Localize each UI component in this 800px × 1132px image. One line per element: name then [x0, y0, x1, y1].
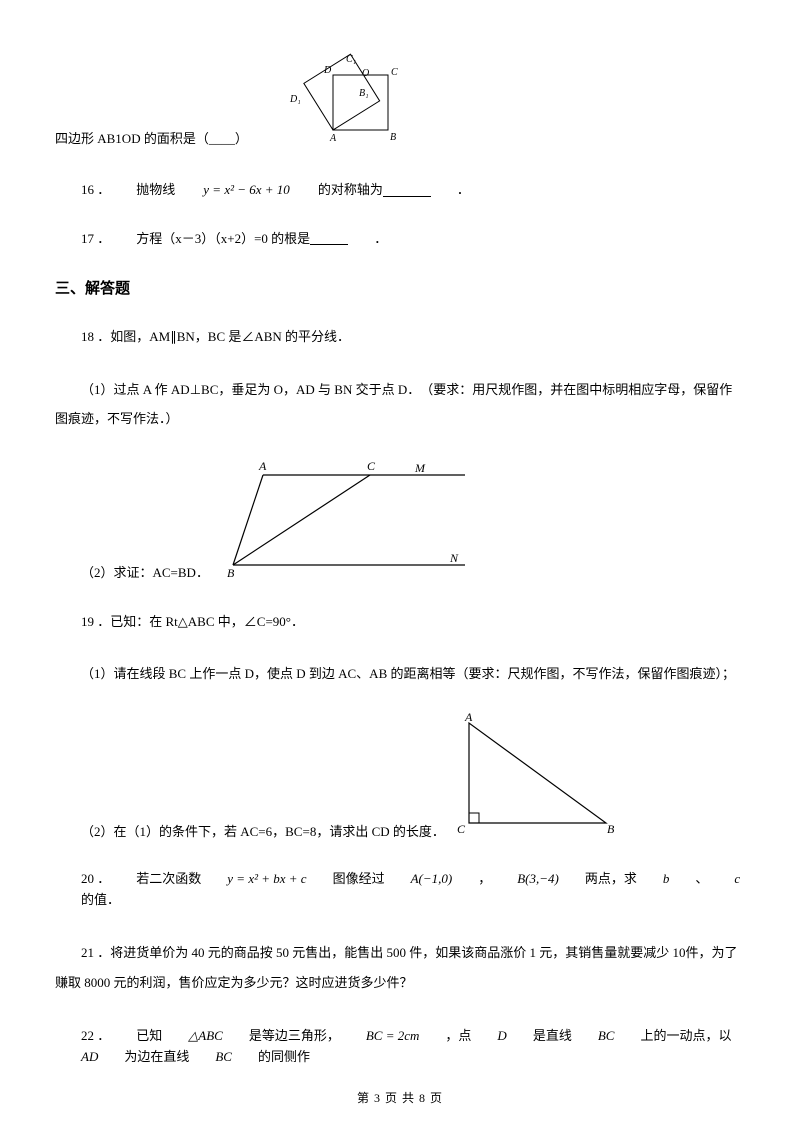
- q20-mid2: 两点，求: [559, 869, 637, 890]
- q16-post: 的对称轴为: [292, 180, 383, 201]
- q19-sub1: （1）请在线段 BC 上作一点 D，使点 D 到边 AC、AB 的距离相等（要求…: [55, 661, 745, 687]
- label-B1: B₁: [359, 88, 369, 99]
- q20-A: A(−1,0): [385, 869, 453, 890]
- q19-figure-row: （2）在（1）的条件下，若 AC=6，BC=8，请求出 CD 的长度． A C …: [55, 711, 745, 843]
- q22-mid5: 为边在直线: [98, 1047, 189, 1068]
- q19-stem: 19 ．已知：在 Rt△ABC 中，∠C=90°．: [55, 612, 745, 633]
- q21-text: 将进货单价为 40 元的商品按 50 元售出，能售出 500 件，如果该商品涨价…: [55, 945, 738, 990]
- q18-figure: A C M B N: [215, 457, 495, 584]
- label-A: A: [258, 459, 267, 473]
- label-O: O: [362, 68, 369, 79]
- q19-sub2: （2）在（1）的条件下，若 AC=6，BC=8，请求出 CD 的长度．: [55, 822, 445, 843]
- q15-figure: C₁ D O C D₁ B₁ A B: [268, 50, 418, 152]
- label-C: C: [457, 822, 466, 836]
- q22-mid4: 上的一动点，以: [614, 1026, 731, 1047]
- right-triangle-icon: A C B: [451, 711, 621, 836]
- q16-blank: [383, 184, 431, 197]
- q16-pre: 抛物线: [110, 180, 175, 201]
- q18-stem-text: 如图，AM∥BN，BC 是∠ABN 的平分线．: [110, 329, 350, 344]
- q19-stem-text: 已知：在 Rt△ABC 中，∠C=90°．: [110, 614, 304, 629]
- q19-figure: A C B: [451, 711, 621, 843]
- label-M: M: [414, 461, 426, 475]
- q17-blank: [310, 232, 348, 245]
- q15-row: 四边形 AB1OD 的面积是（____） C₁ D O C D₁ B₁ A B: [55, 50, 745, 152]
- q16-num: 16 ．: [55, 180, 110, 201]
- label-N: N: [449, 551, 459, 565]
- q22-D: D: [471, 1026, 506, 1047]
- label-C1: C₁: [346, 54, 356, 65]
- q17-line: 17 ． 方程（x－3）（x+2）=0 的根是 ．: [55, 229, 745, 250]
- q22-end: 的同侧作: [232, 1047, 310, 1068]
- q21-line: 21 ．将进货单价为 40 元的商品按 50 元售出，能售出 500 件，如果该…: [55, 938, 745, 998]
- q15-text: 四边形 AB1OD 的面积是（____）: [55, 129, 248, 152]
- q22-BC1: BC: [572, 1026, 615, 1047]
- q22-line: 22 ． 已知 △ABC 是等边三角形， BC = 2cm ，点 D 是直线 B…: [55, 1026, 745, 1068]
- label-B: B: [227, 566, 235, 577]
- label-D1: D₁: [289, 94, 301, 105]
- q22-f1: △ABC: [162, 1026, 223, 1047]
- q21-num: 21 ．: [81, 945, 110, 960]
- q20-end: 的值．: [55, 890, 120, 911]
- label-D: D: [323, 65, 332, 76]
- q22-AD: AD: [55, 1047, 98, 1068]
- q22-f2: BC = 2cm: [340, 1026, 420, 1047]
- q20-line: 20 ． 若二次函数 y = x² + bx + c 图像经过 A(−1,0) …: [55, 869, 745, 911]
- q20-B: B(3,−4): [491, 869, 559, 890]
- q22-mid1: 是等边三角形，: [223, 1026, 340, 1047]
- q16-formula: y = x² − 6x + 10: [177, 180, 290, 201]
- rotated-square-icon: C₁ D O C D₁ B₁ A B: [268, 50, 418, 145]
- q22-pre: 已知: [110, 1026, 162, 1047]
- parallel-lines-icon: A C M B N: [215, 457, 495, 577]
- q22-BC2: BC: [189, 1047, 232, 1068]
- label-C: C: [391, 67, 398, 78]
- label-A: A: [329, 133, 337, 144]
- label-A: A: [464, 711, 473, 724]
- q20-num: 20 ．: [55, 869, 110, 890]
- q19-num: 19 ．: [81, 614, 110, 629]
- q20-b: b: [637, 869, 670, 890]
- q20-c: c: [708, 869, 740, 890]
- q20-comma1: ，: [452, 869, 491, 890]
- q18-sub1: （1）过点 A 作 AD⊥BC，垂足为 O，AD 与 BN 交于点 D． （要求…: [55, 376, 745, 433]
- label-C: C: [367, 459, 376, 473]
- q22-num: 22 ．: [55, 1026, 110, 1047]
- q15-content: 四边形 AB1OD 的面积是（____）: [55, 131, 248, 146]
- q22-mid2: ，点: [419, 1026, 471, 1047]
- q20-pre: 若二次函数: [110, 869, 201, 890]
- q22-mid3: 是直线: [507, 1026, 572, 1047]
- q18-figure-row: （2）求证：AC=BD． A C M B N: [55, 457, 745, 584]
- q20-mid1: 图像经过: [307, 869, 385, 890]
- q18-num: 18 ．: [81, 329, 110, 344]
- q16-line: 16 ． 抛物线 y = x² − 6x + 10 的对称轴为 ．: [55, 180, 745, 201]
- q18-stem: 18 ．如图，AM∥BN，BC 是∠ABN 的平分线．: [55, 327, 745, 348]
- q18-sub2: （2）求证：AC=BD．: [55, 563, 209, 584]
- q17-end: ．: [348, 229, 387, 250]
- q16-end: ．: [431, 180, 470, 201]
- q17-num: 17 ．: [55, 229, 110, 250]
- q20-f1: y = x² + bx + c: [201, 869, 306, 890]
- label-B: B: [390, 132, 396, 143]
- q17-text: 方程（x－3）（x+2）=0 的根是: [110, 229, 310, 250]
- page-footer: 第 3 页 共 8 页: [0, 1089, 800, 1108]
- section-3-heading: 三、解答题: [55, 277, 745, 301]
- q20-sep: 、: [669, 869, 708, 890]
- label-B: B: [607, 822, 615, 836]
